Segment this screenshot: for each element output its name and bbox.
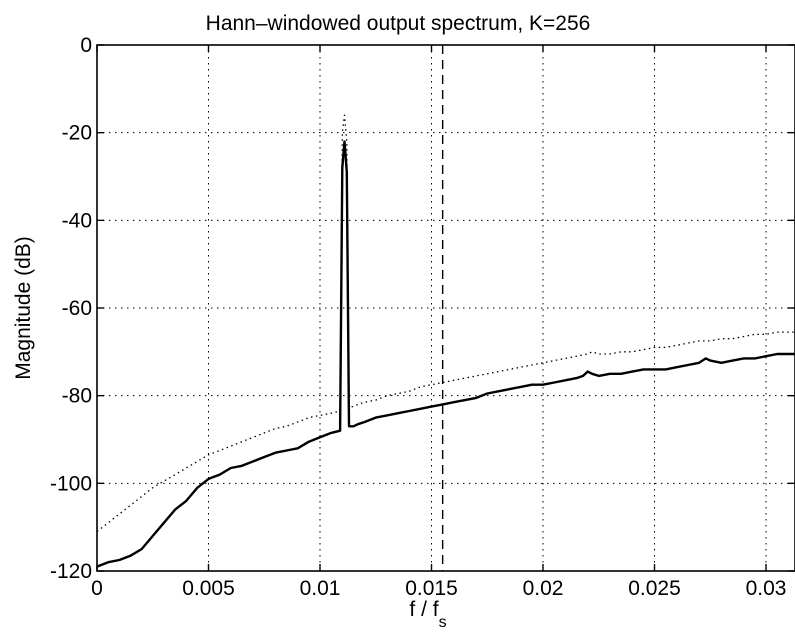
y-tick-label-1: -20 <box>62 122 92 145</box>
y-tick-label-4: -80 <box>62 385 92 408</box>
x-tick-label-5: 0.025 <box>628 577 681 600</box>
x-tick-label-2: 0.01 <box>300 577 341 600</box>
series-layer <box>96 114 795 568</box>
y-tick-label-5: -100 <box>50 472 92 495</box>
x-tick-label-4: 0.02 <box>523 577 564 600</box>
series-line-1-dotted <box>96 114 795 533</box>
y-tick-label-6: -120 <box>50 560 92 583</box>
x-axis-label-main: f / f <box>409 598 438 621</box>
x-axis-label-subscript: s <box>439 614 447 631</box>
y-tick-label-0: 0 <box>80 34 92 57</box>
y-tick-label-3: -60 <box>62 297 92 320</box>
y-axis-label: Magnitude (dB) <box>12 236 35 380</box>
chart-title: Hann–windowed output spectrum, K=256 <box>206 12 591 35</box>
x-axis-label: f / fs <box>409 598 446 631</box>
x-tick-label-6: 0.03 <box>746 577 787 600</box>
x-tick-label-0: 0 <box>91 577 103 600</box>
axis-ticks: 0 0.005 0.01 0.015 0.02 0.025 0.03 0 -20 -40 -60 -8… <box>50 34 795 600</box>
series-line-0-solid <box>96 140 795 568</box>
y-tick-label-2: -40 <box>62 209 92 232</box>
x-tick-label-3: 0.015 <box>405 577 458 600</box>
x-tick-label-1: 0.005 <box>182 577 235 600</box>
grid-lines <box>97 45 795 571</box>
